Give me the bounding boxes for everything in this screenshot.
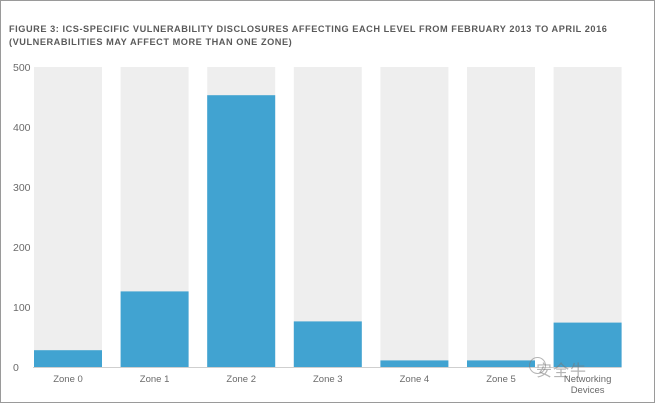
- bar-background-column: [467, 67, 535, 367]
- bar: [467, 360, 535, 367]
- bar: [293, 321, 362, 367]
- x-tick-label: Zone 4: [400, 374, 430, 385]
- y-tick-label: 400: [13, 122, 31, 134]
- bar: [34, 350, 102, 367]
- bar-background-column: [553, 67, 622, 367]
- watermark-logo-icon: [529, 357, 546, 374]
- x-tick-label: Networking: [564, 374, 612, 385]
- watermark: 安全牛: [536, 361, 588, 380]
- y-tick-label: 100: [13, 302, 31, 314]
- bar: [553, 322, 622, 367]
- x-tick-label: Zone 1: [140, 374, 170, 385]
- x-tick-label: Zone 3: [313, 374, 343, 385]
- x-tick-label: Zone 0: [53, 374, 83, 385]
- chart-subtitle: (VULNERABILITIES MAY AFFECT MORE THAN ON…: [9, 37, 293, 47]
- y-tick-label: 500: [13, 62, 31, 74]
- x-tick-label: Zone 5: [486, 374, 516, 385]
- y-tick-label: 200: [13, 242, 31, 254]
- chart-title-line: FIGURE 3: ICS-SPECIFIC VULNERABILITY DIS…: [9, 24, 608, 34]
- x-tick-label: Zone 2: [226, 374, 256, 385]
- bar-background-column: [380, 67, 449, 367]
- y-tick-label: 300: [13, 182, 31, 194]
- bar-background-column: [34, 67, 102, 367]
- bar: [380, 360, 449, 367]
- bar-background-column: [293, 67, 362, 367]
- x-tick-label: Devices: [571, 385, 605, 396]
- y-tick-label: 0: [13, 362, 19, 374]
- bar: [120, 291, 189, 367]
- bar: [207, 95, 276, 367]
- chart-title: FIGURE 3: ICS-SPECIFIC VULNERABILITY DIS…: [9, 23, 639, 49]
